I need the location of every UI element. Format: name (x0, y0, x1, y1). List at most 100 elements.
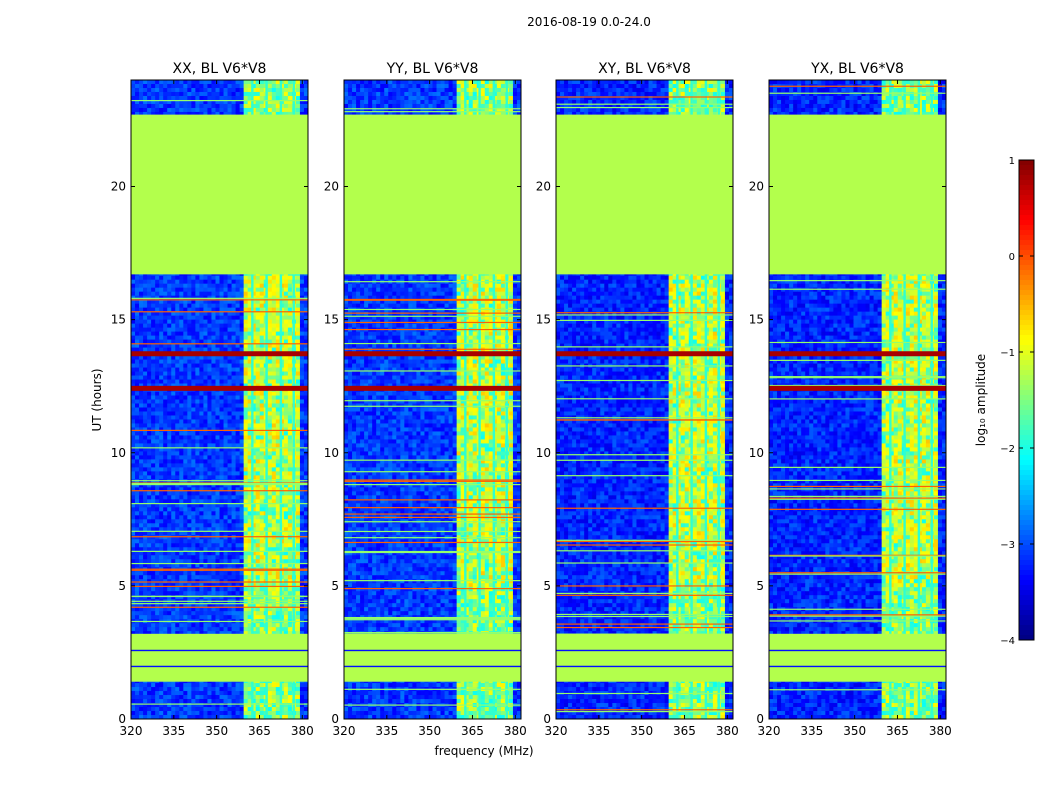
heatmap-cell (247, 415, 253, 420)
heatmap-cell (267, 503, 273, 508)
heatmap-cell (159, 367, 164, 372)
heatmap-cell (215, 299, 220, 305)
heatmap-cell (227, 403, 232, 408)
heatmap-cell (139, 103, 144, 109)
heatmap-cell (167, 467, 172, 472)
heatmap-cell (255, 91, 261, 97)
heatmap-cell (143, 367, 148, 372)
heatmap-cell (231, 399, 236, 404)
heatmap-cell (171, 479, 176, 484)
heatmap-cell (287, 499, 293, 504)
heatmap-cell (139, 479, 144, 484)
heatmap-cell (171, 443, 176, 448)
heatmap-cell (223, 471, 228, 476)
heatmap-cell (247, 355, 253, 360)
heatmap-cell (183, 419, 188, 424)
heatmap-cell (143, 99, 148, 105)
heatmap-cell (139, 475, 144, 480)
heatmap-cell (163, 411, 168, 416)
heatmap-cell (167, 475, 172, 480)
heatmap-cell (203, 451, 208, 456)
heatmap-cell (179, 283, 184, 289)
heatmap-cell (135, 371, 140, 376)
heatmap-cell (303, 407, 308, 412)
heatmap-cell (207, 307, 212, 313)
heatmap-cell (299, 283, 305, 289)
heatmap-cell (215, 103, 220, 109)
heatmap-cell (223, 487, 228, 492)
heatmap-cell (135, 479, 140, 484)
heatmap-cell (147, 303, 152, 309)
heatmap-cell (143, 107, 148, 113)
heatmap-cell (247, 91, 253, 97)
heatmap-cell (275, 499, 281, 504)
heatmap-cell (303, 319, 308, 325)
heatmap-cell (147, 531, 152, 536)
heatmap-cell (167, 403, 172, 408)
heatmap-cell (155, 403, 160, 408)
heatmap-cell (139, 531, 144, 536)
heatmap-cell (211, 367, 216, 372)
heatmap-cell (283, 371, 289, 376)
heatmap-cell (223, 299, 228, 305)
heatmap-cell (251, 403, 257, 408)
heatmap-cell (235, 283, 241, 289)
heatmap-cell (191, 435, 196, 440)
heatmap-cell (167, 107, 172, 113)
heatmap-cell (191, 287, 196, 293)
heatmap-cell (235, 91, 241, 97)
heatmap-cell (207, 495, 212, 500)
heatmap-cell (251, 315, 257, 321)
heatmap-cell (299, 399, 305, 404)
heatmap-cell (283, 423, 289, 428)
heatmap-cell (219, 519, 224, 524)
heatmap-cell (243, 403, 249, 408)
heatmap-cell (211, 111, 216, 117)
heatmap-cell (251, 367, 257, 372)
heatmap-cell (243, 475, 249, 480)
heatmap-cell (283, 331, 289, 336)
heatmap-cell (191, 479, 196, 484)
heatmap-cell (215, 403, 220, 408)
heatmap-cell (179, 319, 184, 325)
heatmap-cell (195, 87, 200, 93)
heatmap-cell (131, 103, 136, 109)
heatmap-cell (239, 331, 245, 336)
heatmap-cell (267, 391, 273, 396)
heatmap-cell (271, 451, 277, 456)
heatmap-cell (227, 439, 232, 444)
heatmap-cell (259, 463, 265, 468)
heatmap-cell (155, 275, 160, 281)
heatmap-cell (251, 307, 257, 313)
heatmap-cell (131, 503, 136, 508)
heatmap-cell (139, 343, 144, 348)
heatmap-cell (247, 307, 253, 313)
heatmap-cell (191, 95, 196, 101)
heatmap-cell (247, 487, 253, 492)
heatmap-cell (211, 423, 216, 428)
heatmap-cell (195, 99, 200, 105)
heatmap-cell (155, 487, 160, 492)
heatmap-cell (303, 343, 308, 348)
heatmap-cell (211, 371, 216, 376)
heatmap-cell (207, 299, 212, 305)
heatmap-cell (219, 391, 224, 396)
heatmap-cell (199, 515, 204, 520)
heatmap-cell (219, 503, 224, 508)
heatmap-cell (287, 319, 293, 325)
heatmap-cell (275, 527, 281, 532)
heatmap-cell (219, 415, 224, 420)
heatmap-cell (171, 471, 176, 476)
heatmap-cell (215, 499, 220, 504)
heatmap-cell (255, 359, 261, 364)
heatmap-cell (295, 467, 301, 472)
heatmap-cell (275, 451, 281, 456)
heatmap-cell (299, 527, 305, 532)
heatmap-cell (203, 111, 208, 117)
heatmap-cell (183, 531, 188, 536)
heatmap-cell (199, 339, 204, 344)
heatmap-cell (243, 363, 249, 368)
heatmap-cell (267, 283, 273, 289)
heatmap-cell (187, 531, 192, 536)
heatmap-cell (219, 363, 224, 368)
